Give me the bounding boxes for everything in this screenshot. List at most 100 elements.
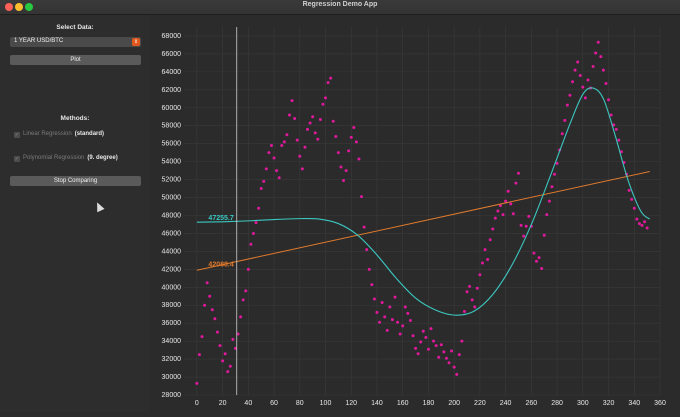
scatter-point	[511, 212, 515, 216]
scatter-point	[259, 187, 263, 191]
x-tick-label: 260	[526, 400, 538, 407]
scatter-point	[493, 216, 497, 220]
scatter-point	[385, 328, 389, 332]
y-tick-label: 68000	[162, 33, 182, 40]
scatter-point	[244, 289, 248, 293]
scatter-point	[540, 266, 544, 270]
scatter-point	[498, 204, 502, 208]
scatter-point	[316, 137, 320, 141]
linear-value-label: 42088.4	[208, 262, 233, 269]
scatter-point	[604, 82, 608, 86]
scatter-point	[635, 217, 639, 221]
minimize-window-button[interactable]	[15, 3, 23, 11]
scatter-point	[215, 330, 219, 334]
scatter-point	[298, 154, 302, 158]
scatter-point	[197, 353, 201, 357]
scatter-point	[578, 73, 582, 77]
scatter-point	[326, 81, 330, 85]
scatter-point	[293, 117, 297, 121]
scatter-point	[645, 226, 649, 230]
chart-grid	[184, 27, 661, 396]
scatter-point	[480, 261, 484, 265]
scatter-point	[213, 317, 217, 321]
scatter-point	[231, 337, 235, 341]
chart-area[interactable]: 28000 30000 32000 34000 36000 38000 40000 42000…	[150, 15, 680, 412]
scatter-point	[475, 286, 479, 290]
scatter-point	[383, 315, 387, 319]
scatter-point	[483, 248, 487, 252]
polynomial-regression-checkbox[interactable]: ✓ Polynomial Regression (9. degree)	[14, 155, 118, 162]
x-tick-label: 320	[603, 400, 615, 407]
linear-regression-label: Linear Regression	[23, 131, 72, 137]
scatter-point	[221, 359, 225, 363]
scatter-point	[339, 165, 343, 169]
scatter-point	[460, 339, 464, 343]
scatter-point	[331, 119, 335, 123]
scatter-point	[434, 344, 438, 348]
scatter-point	[403, 305, 407, 309]
linear-regression-checkbox[interactable]: ✓ Linear Regression (standard)	[14, 131, 104, 138]
scatter-point	[547, 199, 551, 203]
x-tick-label: 220	[474, 400, 486, 407]
scatter-point	[380, 301, 384, 305]
scatter-point	[532, 251, 536, 255]
maximize-window-button[interactable]	[25, 3, 33, 11]
scatter-point	[300, 167, 304, 171]
scatter-point	[318, 117, 322, 121]
scatter-point	[486, 257, 490, 261]
y-tick-label: 40000	[162, 284, 182, 291]
scatter-point	[388, 305, 392, 309]
x-axis-ticks: 0 20 40 60 80 100 120 140 160 180 200 220 240 260 280 3…	[195, 400, 666, 407]
y-tick-label: 50000	[162, 195, 182, 202]
scatter-point	[239, 315, 243, 319]
scatter-series	[195, 40, 649, 385]
y-tick-label: 30000	[162, 374, 182, 381]
scatter-point	[390, 318, 394, 322]
scatter-point	[308, 121, 312, 125]
plot-button[interactable]: Plot	[10, 55, 141, 65]
data-select[interactable]: 1 YEAR USD/BTC ⇕	[10, 37, 141, 47]
scatter-point	[218, 344, 222, 348]
scatter-point	[591, 64, 595, 68]
select-data-label: Select Data:	[56, 24, 94, 31]
scatter-point	[542, 233, 546, 237]
linear-regression-suffix: (standard)	[74, 131, 105, 137]
y-tick-label: 28000	[162, 392, 182, 399]
linear-regression-line	[196, 171, 650, 271]
scatter-point	[470, 298, 474, 302]
scatter-point	[287, 113, 291, 117]
checkmark-icon: ✓	[14, 156, 20, 162]
scatter-point	[491, 227, 495, 231]
scatter-point	[249, 242, 253, 246]
scatter-point	[601, 68, 605, 72]
scatter-point	[432, 339, 436, 343]
scatter-point	[478, 273, 482, 277]
methods-label: Methods:	[60, 115, 90, 122]
scatter-point	[627, 188, 631, 192]
scatter-point	[352, 126, 356, 130]
scatter-point	[586, 78, 590, 82]
scatter-point	[357, 157, 361, 161]
scatter-point	[553, 172, 557, 176]
scatter-point	[571, 80, 575, 84]
regression-chart[interactable]: 28000 30000 32000 34000 36000 38000 40000 42000…	[150, 15, 680, 412]
x-tick-label: 340	[628, 400, 640, 407]
scatter-point	[354, 140, 358, 144]
scatter-point	[560, 132, 564, 136]
stop-comparing-button[interactable]: Stop Comparing	[10, 176, 141, 186]
scatter-point	[393, 295, 397, 299]
scatter-point	[282, 140, 286, 144]
y-tick-label: 62000	[162, 87, 182, 94]
scatter-point	[450, 349, 454, 353]
window-title: Regression Demo App	[302, 1, 378, 8]
close-window-button[interactable]	[5, 3, 13, 11]
scatter-point	[516, 171, 520, 175]
scatter-point	[468, 284, 472, 288]
scatter-point	[396, 320, 400, 324]
scatter-point	[226, 370, 230, 374]
scatter-point	[568, 93, 572, 97]
scatter-point	[455, 372, 459, 376]
polynomial-regression-line	[196, 87, 651, 316]
scatter-point	[378, 320, 382, 324]
scatter-point	[195, 381, 199, 385]
